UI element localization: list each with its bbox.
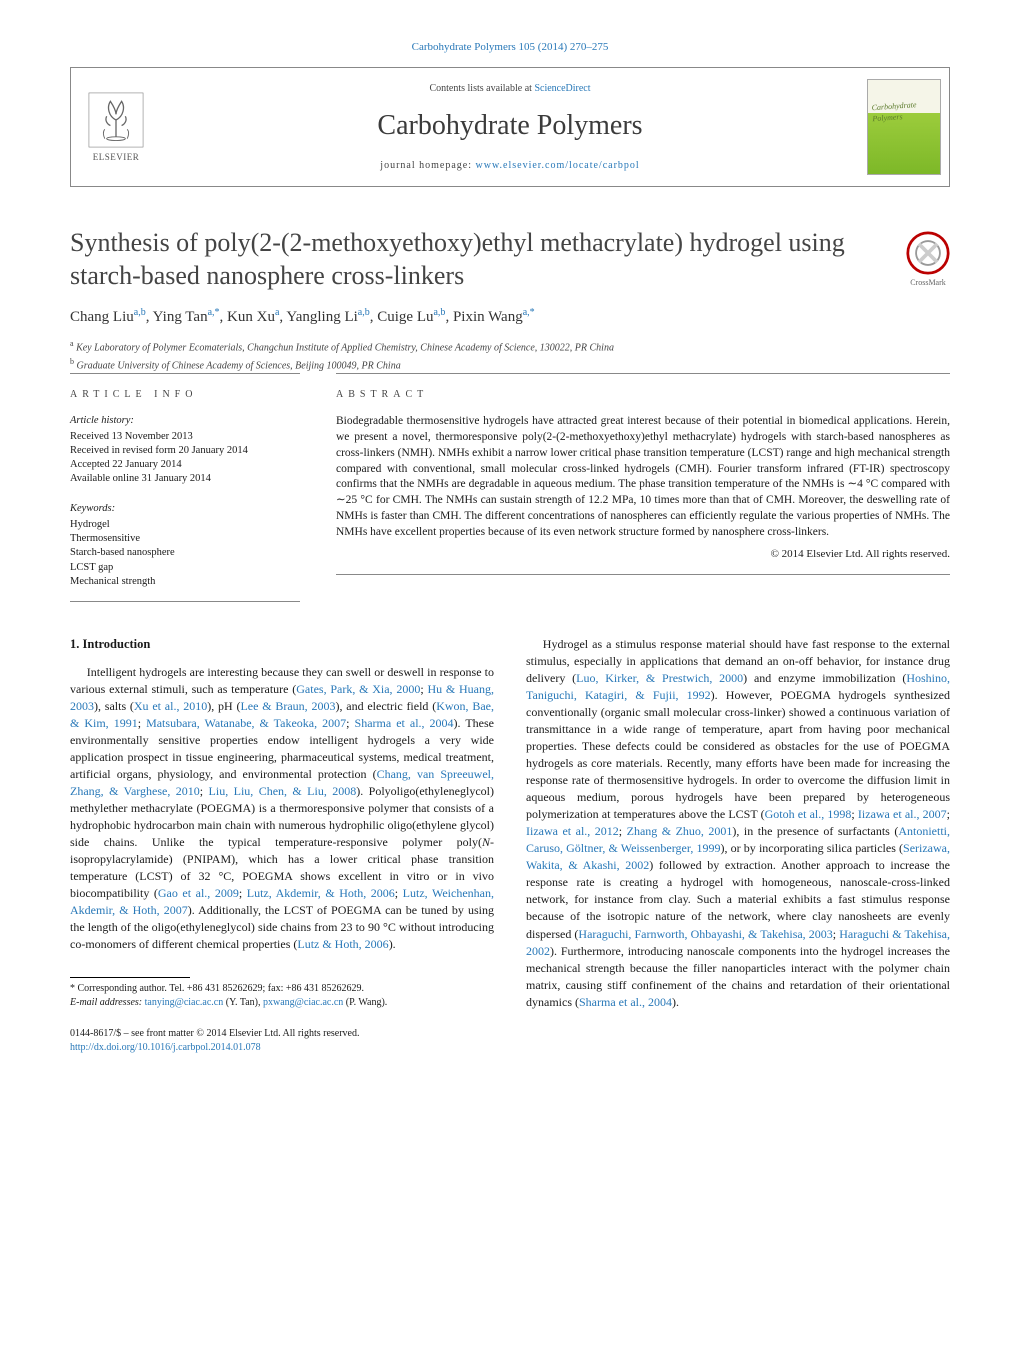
abstract-text: Biodegradable thermosensitive hydrogels … <box>336 414 950 541</box>
email-1-who: (Y. Tan), <box>223 997 263 1008</box>
corr-line: * Corresponding author. Tel. +86 431 852… <box>70 982 494 996</box>
header-center: Contents lists available at ScienceDirec… <box>161 68 859 186</box>
body-paragraph: Hydrogel as a stimulus response material… <box>526 636 950 1011</box>
author: Kun Xua <box>227 309 279 325</box>
contents-prefix: Contents lists available at <box>429 83 534 94</box>
sciencedirect-link[interactable]: ScienceDirect <box>534 83 590 94</box>
author: Yangling Lia,b <box>286 309 369 325</box>
author-separator: , <box>220 309 228 325</box>
article-title: Synthesis of poly(2-(2-methoxyethoxy)eth… <box>70 227 894 292</box>
homepage-link[interactable]: www.elsevier.com/locate/carbpol <box>476 160 640 171</box>
affiliation: b Graduate University of Chinese Academy… <box>70 356 950 373</box>
front-matter-line: 0144-8617/$ – see front matter © 2014 El… <box>70 1027 494 1041</box>
email-2-who: (P. Wang). <box>343 997 387 1008</box>
journal-header: ELSEVIER Contents lists available at Sci… <box>70 67 950 187</box>
history-item: Received 13 November 2013 <box>70 430 300 444</box>
abstract-label: abstract <box>336 388 950 402</box>
abstract-block: abstract Biodegradable thermosensitive h… <box>336 373 950 602</box>
elsevier-tree-icon <box>88 92 144 148</box>
body-columns: 1. Introduction Intelligent hydrogels ar… <box>70 636 950 1054</box>
article-info-label: article info <box>70 388 300 402</box>
author: Cuige Lua,b <box>377 309 445 325</box>
keywords-head: Keywords: <box>70 502 300 517</box>
journal-cover: Carbohydrate Polymers <box>859 68 949 186</box>
left-column: 1. Introduction Intelligent hydrogels ar… <box>70 636 494 1054</box>
email-label: E-mail addresses: <box>70 997 145 1008</box>
journal-cover-title: Carbohydrate Polymers <box>871 98 936 125</box>
keyword-item: Thermosensitive <box>70 532 300 546</box>
rule <box>70 601 300 602</box>
authors-line: Chang Liua,b, Ying Tana,*, Kun Xua, Yang… <box>70 306 950 328</box>
contents-line: Contents lists available at ScienceDirec… <box>429 82 590 96</box>
author: Ying Tana,* <box>153 309 220 325</box>
author: Pixin Wanga,* <box>453 309 535 325</box>
corresponding-footnote: * Corresponding author. Tel. +86 431 852… <box>70 982 494 1009</box>
doi-link[interactable]: http://dx.doi.org/10.1016/j.carbpol.2014… <box>70 1042 261 1053</box>
crossmark-icon <box>906 231 950 275</box>
history-item: Received in revised form 20 January 2014 <box>70 444 300 458</box>
keyword-item: Hydrogel <box>70 518 300 532</box>
homepage-prefix: journal homepage: <box>380 160 475 171</box>
journal-cover-thumb: Carbohydrate Polymers <box>867 79 941 175</box>
citation-link[interactable]: Carbohydrate Polymers 105 (2014) 270–275 <box>412 41 609 53</box>
elsevier-label: ELSEVIER <box>93 151 140 164</box>
section-heading-1: 1. Introduction <box>70 636 494 654</box>
homepage-line: journal homepage: www.elsevier.com/locat… <box>380 159 639 173</box>
elsevier-logo: ELSEVIER <box>71 68 161 186</box>
affiliations: a Key Laboratory of Polymer Ecomaterials… <box>70 338 950 373</box>
crossmark-badge[interactable]: CrossMark <box>906 227 950 288</box>
history-item: Available online 31 January 2014 <box>70 472 300 486</box>
affiliation: a Key Laboratory of Polymer Ecomaterials… <box>70 338 950 355</box>
author-separator: , <box>445 309 453 325</box>
journal-title: Carbohydrate Polymers <box>377 106 642 145</box>
crossmark-label: CrossMark <box>910 277 946 288</box>
author-separator: , <box>146 309 153 325</box>
history-head: Article history: <box>70 414 300 429</box>
body-paragraph: Intelligent hydrogels are interesting be… <box>70 664 494 954</box>
author: Chang Liua,b <box>70 309 146 325</box>
rule <box>336 574 950 575</box>
keyword-item: Mechanical strength <box>70 575 300 589</box>
doi-block: 0144-8617/$ – see front matter © 2014 El… <box>70 1027 494 1054</box>
keyword-item: LCST gap <box>70 561 300 575</box>
footnote-rule <box>70 977 190 978</box>
running-citation: Carbohydrate Polymers 105 (2014) 270–275 <box>70 40 950 55</box>
article-info-block: article info Article history: Received 1… <box>70 373 300 602</box>
email-line: E-mail addresses: tanying@ciac.ac.cn (Y.… <box>70 996 494 1010</box>
copyright: © 2014 Elsevier Ltd. All rights reserved… <box>336 547 950 562</box>
keyword-item: Starch-based nanosphere <box>70 546 300 560</box>
history-item: Accepted 22 January 2014 <box>70 458 300 472</box>
right-column: Hydrogel as a stimulus response material… <box>526 636 950 1054</box>
email-1[interactable]: tanying@ciac.ac.cn <box>145 997 224 1008</box>
email-2[interactable]: pxwang@ciac.ac.cn <box>263 997 343 1008</box>
